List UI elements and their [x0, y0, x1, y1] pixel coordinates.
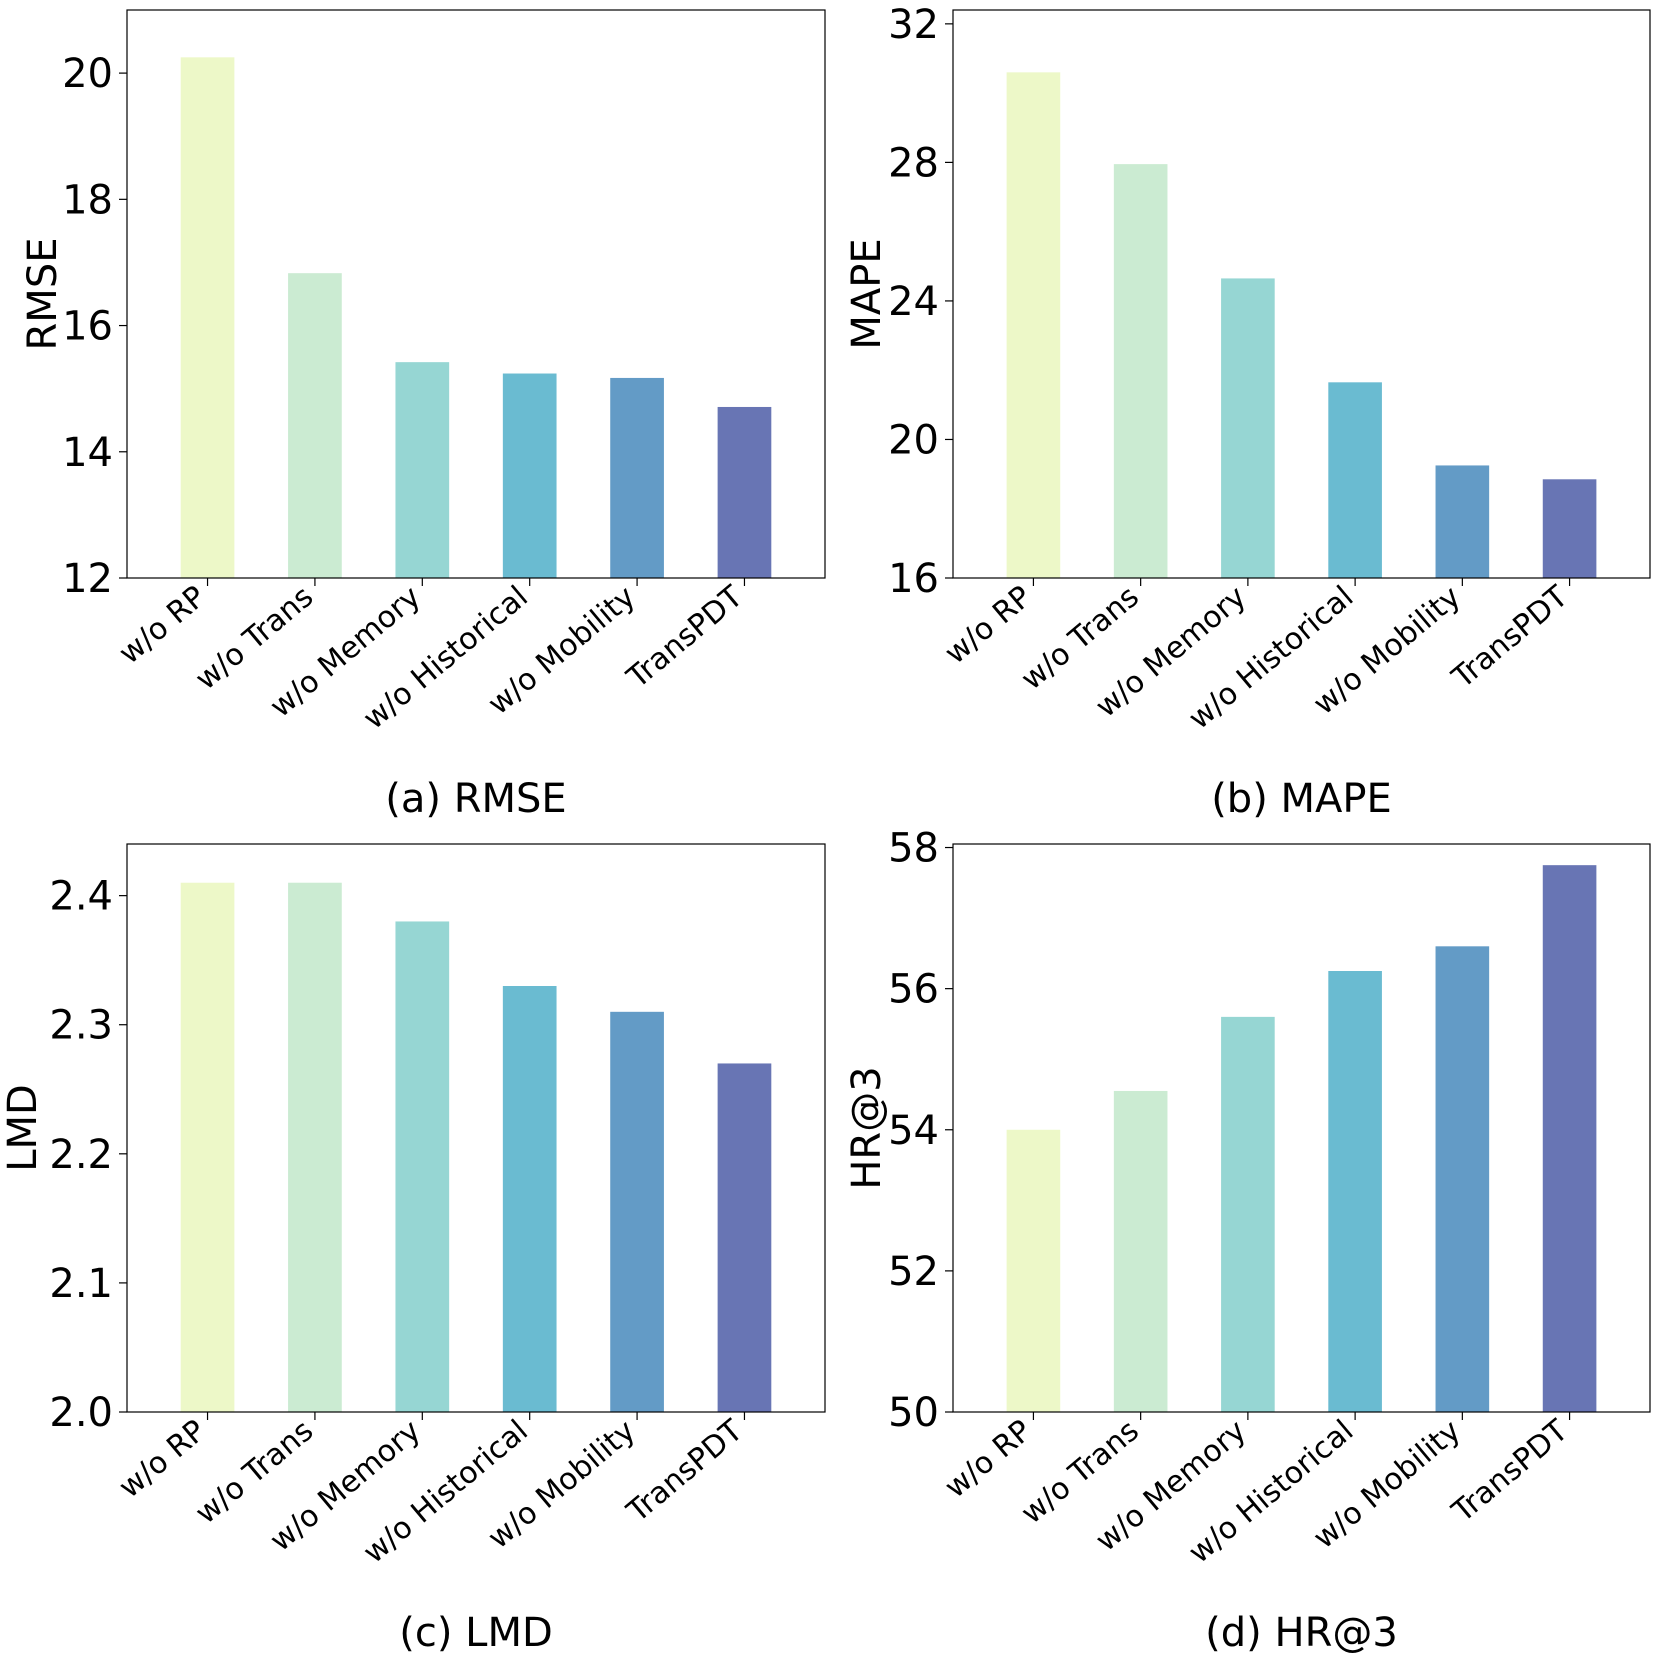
y-tick-label: 58 — [888, 826, 939, 872]
bar-w-o-trans — [288, 273, 342, 578]
y-tick-label: 32 — [888, 2, 939, 48]
y-tick-label: 28 — [888, 140, 939, 186]
x-tick-label: w/o RP — [112, 1413, 212, 1505]
y-axis-label: LMD — [0, 1084, 46, 1172]
y-tick-label: 16 — [888, 556, 939, 602]
subplot-caption: (b) MAPE — [1211, 776, 1392, 822]
bar-w-o-mobility — [610, 1011, 664, 1412]
bar-w-o-rp — [180, 882, 235, 1412]
y-tick-label: 18 — [62, 177, 113, 223]
bar-w-o-memory — [395, 921, 450, 1412]
axes-frame — [126, 9, 826, 579]
axes-frame — [126, 843, 826, 1413]
x-tick-label: w/o RP — [938, 1413, 1038, 1505]
axes-frame — [952, 843, 1651, 1413]
y-tick-label: 54 — [888, 1108, 939, 1154]
y-tick-label: 20 — [62, 51, 113, 97]
bar-w-o-rp — [180, 57, 235, 579]
y-tick-label: 2.0 — [49, 1390, 113, 1436]
bar-w-o-historical — [502, 986, 557, 1412]
bar-transpdt — [717, 1063, 772, 1412]
x-tick-label: w/o RP — [938, 579, 1038, 671]
bar-w-o-rp — [1006, 1129, 1061, 1412]
x-tick-label: TransPDT — [1445, 1413, 1575, 1530]
bar-transpdt — [1542, 865, 1597, 1412]
y-tick-label: 52 — [888, 1249, 939, 1295]
y-tick-label: 56 — [888, 967, 939, 1013]
x-tick-label: w/o RP — [112, 579, 212, 671]
y-tick-label: 24 — [888, 279, 939, 325]
y-tick-label: 2.3 — [49, 1003, 113, 1049]
bar-w-o-historical — [1328, 382, 1382, 578]
subplot-caption: (a) RMSE — [385, 776, 566, 822]
y-tick-label: 14 — [62, 430, 113, 476]
bar-w-o-mobility — [1435, 465, 1490, 578]
bar-w-o-historical — [1328, 971, 1382, 1412]
bar-transpdt — [1542, 479, 1597, 578]
bar-transpdt — [717, 406, 772, 578]
bar-w-o-memory — [395, 362, 450, 578]
y-tick-label: 20 — [888, 417, 939, 463]
bar-w-o-trans — [1113, 164, 1168, 578]
subplot-caption: (d) HR@3 — [1205, 1610, 1398, 1656]
y-axis-label: HR@3 — [844, 1066, 890, 1189]
y-tick-label: 12 — [62, 556, 113, 602]
y-tick-label: 2.2 — [49, 1132, 113, 1178]
x-tick-label: TransPDT — [1445, 579, 1575, 696]
y-axis-label: MAPE — [844, 238, 890, 349]
bar-w-o-rp — [1006, 72, 1061, 578]
x-tick-label: TransPDT — [620, 1413, 750, 1530]
y-axis-label: RMSE — [20, 238, 66, 351]
y-tick-label: 2.1 — [49, 1261, 113, 1307]
bar-w-o-mobility — [610, 377, 664, 578]
y-tick-label: 50 — [888, 1390, 939, 1436]
bar-w-o-trans — [1113, 1090, 1168, 1412]
y-tick-label: 2.4 — [49, 874, 113, 920]
y-tick-label: 16 — [62, 304, 113, 350]
subplot-caption: (c) LMD — [399, 1610, 553, 1656]
bar-w-o-memory — [1221, 278, 1275, 578]
bar-w-o-mobility — [1435, 946, 1490, 1412]
bar-w-o-trans — [288, 882, 342, 1412]
bar-w-o-historical — [502, 373, 557, 578]
x-tick-label: TransPDT — [620, 579, 750, 696]
bar-w-o-memory — [1221, 1016, 1275, 1412]
axes-frame — [952, 9, 1651, 579]
